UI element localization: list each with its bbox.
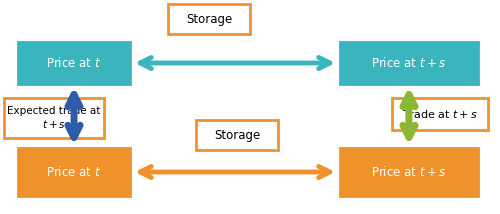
- FancyBboxPatch shape: [168, 4, 250, 34]
- Text: Trade at $t+s$: Trade at $t+s$: [402, 108, 478, 120]
- FancyBboxPatch shape: [340, 42, 478, 84]
- FancyBboxPatch shape: [18, 148, 130, 196]
- FancyBboxPatch shape: [18, 42, 130, 84]
- Text: Price at $t+s$: Price at $t+s$: [372, 165, 446, 179]
- Text: Price at $t+s$: Price at $t+s$: [372, 56, 446, 70]
- FancyBboxPatch shape: [392, 98, 488, 130]
- Text: Storage: Storage: [186, 12, 232, 25]
- FancyBboxPatch shape: [196, 120, 278, 150]
- Text: Price at $t$: Price at $t$: [46, 56, 102, 70]
- Text: Price at $t$: Price at $t$: [46, 165, 102, 179]
- FancyBboxPatch shape: [4, 98, 104, 138]
- Text: Storage: Storage: [214, 128, 260, 141]
- Text: Expected trade at
$t+s$: Expected trade at $t+s$: [8, 106, 100, 130]
- FancyBboxPatch shape: [340, 148, 478, 196]
